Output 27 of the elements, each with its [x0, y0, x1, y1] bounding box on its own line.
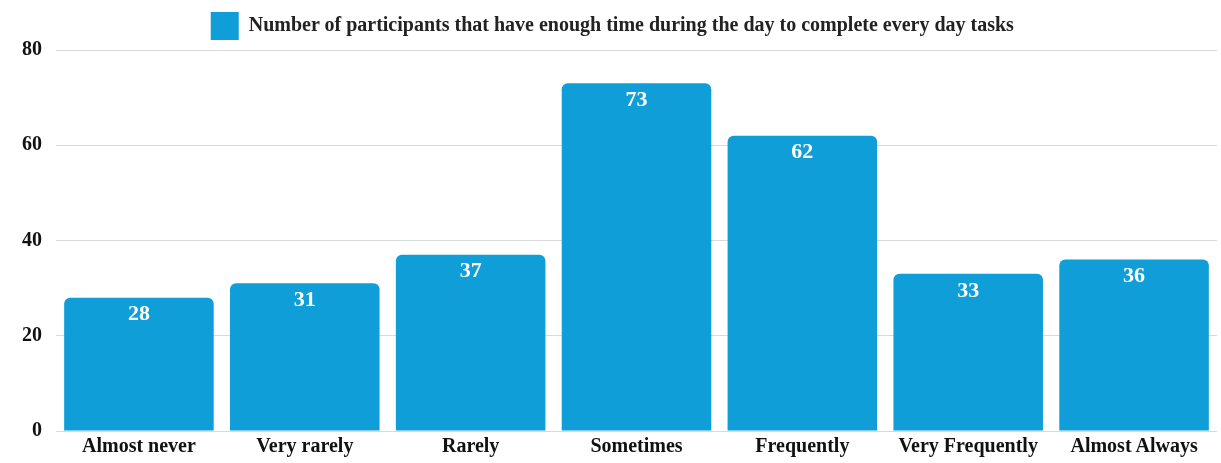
bar	[893, 273, 1043, 431]
data-label: 28	[127, 300, 150, 326]
x-tick-label: Very Frequently	[898, 434, 1038, 458]
data-label: 62	[791, 138, 814, 164]
data-label: 33	[957, 276, 980, 302]
bar	[561, 83, 712, 431]
data-label: 31	[293, 286, 316, 312]
data-label: 37	[459, 257, 482, 283]
bar	[1059, 259, 1209, 431]
bar	[395, 254, 546, 431]
y-tick-label: 20	[22, 322, 42, 345]
x-tick-label: Sometimes	[590, 434, 683, 457]
y-tick-label: 40	[22, 227, 42, 250]
data-label: 73	[625, 86, 648, 112]
legend-label: Number of participants that have enough time during the day to complete every day tasks	[248, 13, 1015, 37]
bar	[727, 135, 878, 431]
x-tick-label: Frequently	[755, 434, 850, 458]
x-tick-label: Almost never	[82, 434, 196, 457]
bar	[64, 297, 214, 431]
y-tick-label: 60	[22, 132, 42, 155]
bar	[230, 283, 380, 431]
x-tick-label: Rarely	[441, 434, 500, 458]
x-tick-label: Almost Always	[1070, 434, 1198, 458]
y-tick-label: 80	[22, 37, 42, 60]
x-tick-label: Very rarely	[256, 434, 354, 458]
y-tick-label: 0	[32, 418, 42, 441]
data-label: 36	[1123, 262, 1146, 288]
